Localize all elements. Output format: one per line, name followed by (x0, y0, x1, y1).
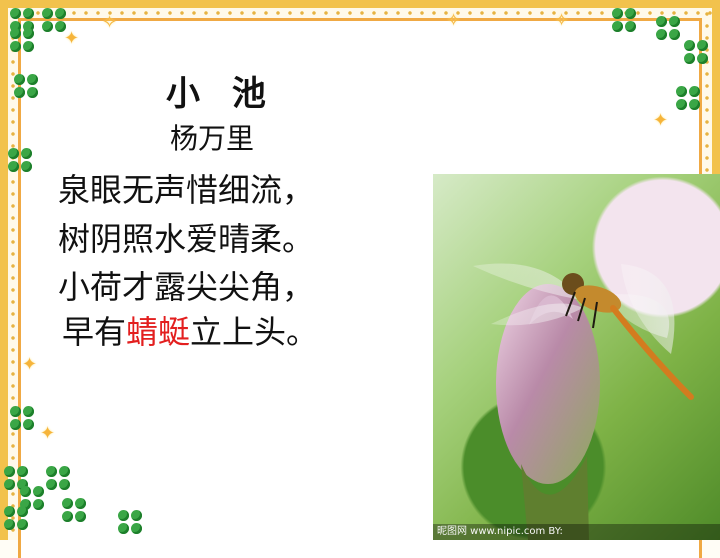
photo-watermark: 昵图网 www.nipic.com BY: (433, 524, 720, 540)
dragonfly-legs (565, 291, 598, 329)
dragonfly-tail (610, 305, 694, 400)
clover-icon (8, 148, 32, 172)
poem-line-4: 早有蜻蜓立上头。 (62, 307, 402, 353)
line-4-before: 早有 (62, 313, 127, 351)
clover-icon (46, 466, 70, 490)
clover-icon (10, 8, 34, 32)
photo-illustration (473, 263, 694, 540)
poem-author: 杨万里 (170, 122, 255, 155)
sparkle-icon: ✦ (40, 423, 56, 444)
sparkle-icon: ✧ (446, 10, 462, 31)
sparkle-icon: ✧ (102, 12, 118, 33)
clover-icon (612, 8, 636, 32)
poem-line-2: 树阴照水爱晴柔。 (58, 220, 315, 258)
dotted-border-left (8, 8, 18, 540)
highlighted-word-dragonfly: 蜻蜓 (126, 313, 191, 351)
line-4-after: 立上头。 (190, 313, 319, 351)
lotus-bud (496, 284, 600, 484)
poem-title: 小 池 (166, 74, 276, 114)
clover-icon (118, 510, 142, 534)
sparkle-icon: ✧ (554, 10, 570, 31)
clover-icon (20, 486, 44, 510)
lotus-stem (521, 456, 589, 540)
clover-icon (62, 498, 86, 522)
clover-icon (656, 16, 680, 40)
clover-icon (4, 506, 28, 530)
sparkle-icon: ✦ (22, 354, 38, 375)
clover-icon (10, 28, 34, 52)
clover-icon (10, 406, 34, 430)
sparkle-icon: ✦ (653, 110, 669, 131)
clover-icon (42, 8, 66, 32)
clover-icon (676, 86, 700, 110)
poem-line-3: 小荷才露尖尖角， (58, 268, 315, 306)
dragonfly-left-wing-lower (491, 303, 583, 326)
dragonfly-thorax (574, 285, 622, 313)
dragonfly-left-wing (473, 263, 581, 300)
poem-line-1: 泉眼无声惜细流， (58, 171, 315, 209)
dragonfly-lotus-photo: 昵图网 www.nipic.com BY: (433, 174, 720, 540)
clover-icon (14, 74, 38, 98)
sparkle-icon: ✦ (64, 28, 80, 49)
clover-icon (684, 40, 708, 64)
clover-icon (4, 466, 28, 490)
dotted-border-top (8, 8, 712, 18)
